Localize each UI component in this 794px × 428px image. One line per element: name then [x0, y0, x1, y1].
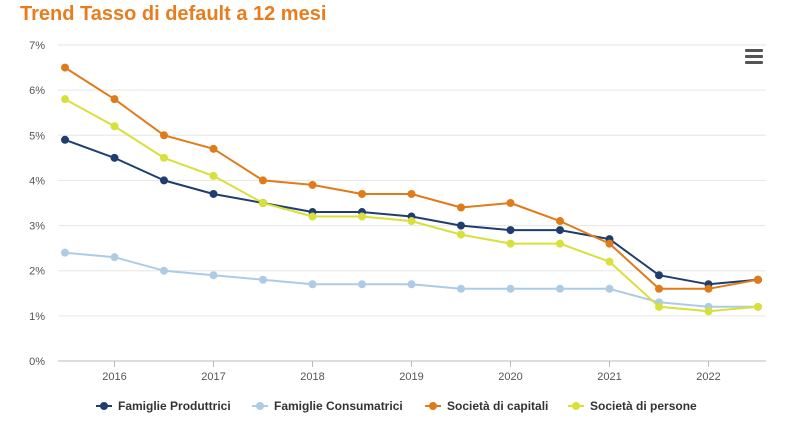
y-tick-label: 1% [29, 311, 45, 323]
legend-swatch [96, 401, 112, 411]
legend-marker [572, 402, 580, 410]
legend-marker [256, 402, 264, 410]
legend-swatch [568, 401, 584, 411]
data-point [605, 284, 614, 293]
x-tick-label: 2021 [597, 371, 621, 383]
legend-item[interactable]: Società di capitali [425, 399, 548, 413]
data-point [110, 153, 119, 162]
data-point [457, 284, 465, 293]
data-point [209, 189, 218, 198]
legend-label: Società di persone [590, 399, 697, 413]
data-point [457, 221, 465, 230]
data-point [209, 144, 218, 153]
legend-swatch [252, 401, 268, 411]
data-point [704, 307, 713, 316]
x-tick-label: 2022 [696, 371, 720, 383]
data-point [160, 131, 168, 140]
x-tick-label: 2017 [201, 371, 225, 383]
data-point [110, 253, 119, 262]
y-tick-label: 7% [29, 40, 45, 52]
data-point [209, 271, 218, 280]
hamburger-menu-icon[interactable] [742, 46, 766, 68]
y-tick-label: 0% [29, 356, 45, 368]
data-point [358, 280, 366, 289]
y-tick-label: 2% [29, 266, 45, 278]
legend-label: Famiglie Produttrici [118, 399, 231, 413]
chart-title: Trend Tasso di default a 12 mesi [20, 3, 327, 25]
data-point [358, 189, 366, 198]
legend-item[interactable]: Famiglie Produttrici [96, 399, 231, 413]
x-tick-label: 2018 [300, 371, 324, 383]
data-point [407, 280, 416, 289]
y-tick-label: 3% [29, 221, 45, 233]
data-point [556, 284, 564, 293]
legend-marker [429, 402, 437, 410]
data-point [61, 248, 69, 257]
data-point [308, 212, 317, 221]
data-point [506, 239, 515, 248]
y-tick-label: 6% [29, 85, 45, 97]
data-point [61, 63, 69, 72]
data-point [358, 212, 366, 221]
data-point [407, 217, 416, 226]
x-tick-label: 2019 [399, 371, 423, 383]
data-point [556, 226, 564, 235]
data-point [110, 95, 119, 104]
data-point [61, 95, 69, 104]
data-point [556, 239, 564, 248]
data-point [259, 275, 267, 284]
data-point [754, 302, 762, 311]
legend-swatch [425, 401, 441, 411]
data-point [308, 180, 317, 189]
data-point [259, 199, 267, 207]
data-point [61, 135, 69, 144]
menu-bar [745, 49, 763, 52]
data-point [160, 266, 168, 275]
data-point [110, 122, 119, 131]
data-point [160, 176, 168, 185]
data-point [506, 284, 515, 293]
data-point [605, 239, 614, 248]
line-chart: 0% 1% 2% 3% 4% 5% 6% 7% 2016 2017 2018 2019 2020 2021… [29, 40, 766, 383]
data-point [457, 230, 465, 239]
menu-bar [745, 55, 763, 58]
y-tick-label: 5% [29, 130, 45, 142]
data-point [754, 275, 762, 284]
data-point [259, 176, 267, 185]
data-point [655, 302, 663, 311]
legend-label: Società di capitali [447, 399, 549, 413]
x-tick-label: 2016 [102, 371, 126, 383]
menu-bar [745, 61, 763, 64]
data-point [160, 153, 168, 162]
data-point [556, 217, 564, 226]
data-point [655, 284, 663, 293]
legend-label: Famiglie Consumatrici [274, 399, 403, 413]
y-tick-label: 4% [29, 175, 45, 187]
series-line [64, 251, 758, 308]
legend-item[interactable]: Famiglie Consumatrici [252, 399, 403, 413]
data-point [506, 226, 515, 235]
data-point [605, 257, 614, 266]
legend-marker [100, 402, 108, 410]
x-tick-label: 2020 [498, 371, 522, 383]
data-point [308, 280, 317, 289]
data-point [407, 189, 416, 198]
series-line [64, 98, 759, 313]
data-point [704, 284, 713, 293]
series-line [64, 66, 759, 290]
data-point [457, 203, 465, 212]
data-point [506, 199, 515, 207]
legend-item[interactable]: Società di persone [568, 399, 697, 413]
chart-legend: Famiglie Produttrici Famiglie Consumatric… [0, 399, 794, 419]
data-point [655, 271, 663, 280]
data-point [209, 171, 218, 180]
series-line [64, 138, 759, 286]
